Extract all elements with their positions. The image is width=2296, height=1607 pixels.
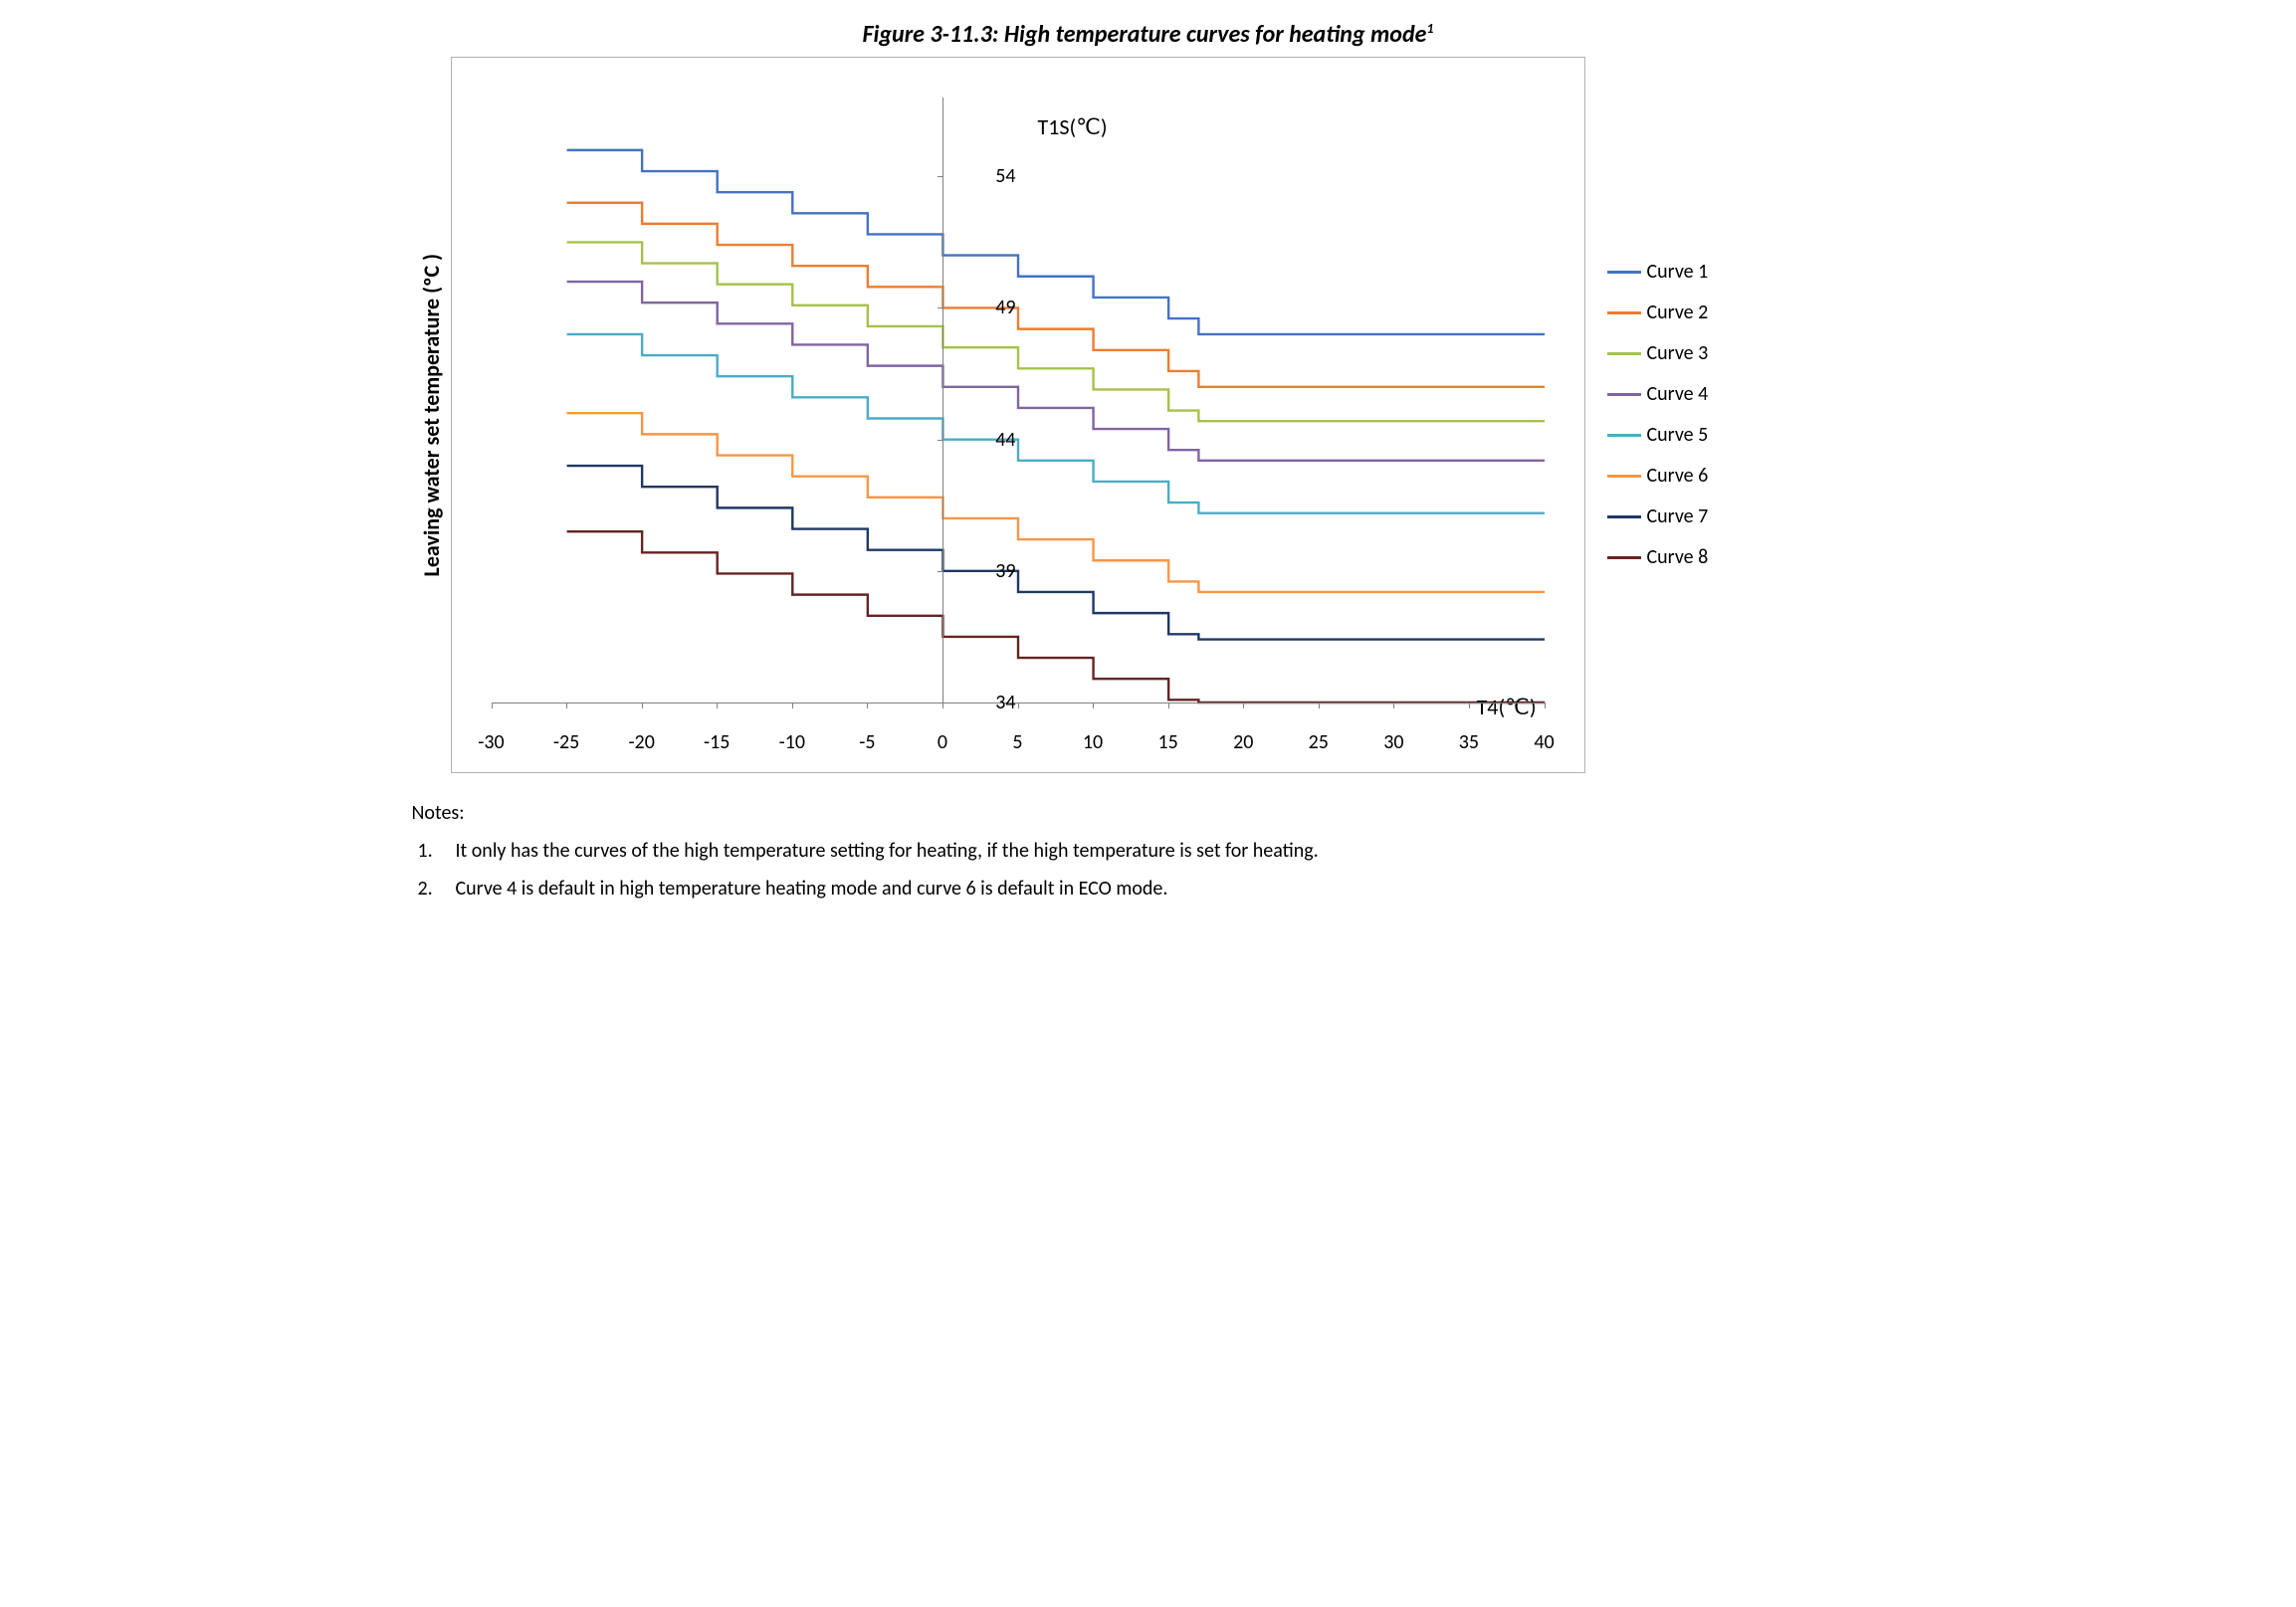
x-tick-mark bbox=[1393, 703, 1394, 708]
note-text: It only has the curves of the high tempe… bbox=[456, 839, 1885, 863]
x-tick-label: 25 bbox=[1309, 730, 1329, 754]
x-tick-mark bbox=[867, 703, 868, 708]
x-tick-mark bbox=[717, 703, 718, 708]
series-line bbox=[566, 150, 1544, 334]
legend-item: Curve 2 bbox=[1607, 293, 1709, 333]
x-tick-label: 10 bbox=[1083, 730, 1103, 754]
legend: Curve 1Curve 2Curve 3Curve 4Curve 5Curve… bbox=[1585, 252, 1709, 578]
series-line bbox=[566, 242, 1544, 421]
y-axis-line bbox=[942, 98, 943, 703]
legend-swatch bbox=[1607, 311, 1641, 314]
legend-item: Curve 6 bbox=[1607, 456, 1709, 497]
legend-label: Curve 7 bbox=[1647, 497, 1709, 537]
title-superscript: 1 bbox=[1426, 20, 1433, 37]
x-tick-label: 30 bbox=[1383, 730, 1403, 754]
figure-container: Figure 3-11.3: High temperature curves f… bbox=[412, 20, 1885, 901]
x-axis-inner-title: T4(℃) bbox=[1477, 694, 1537, 720]
legend-item: Curve 8 bbox=[1607, 537, 1709, 578]
y-tick-mark bbox=[938, 176, 943, 177]
figure-title: Figure 3-11.3: High temperature curves f… bbox=[412, 20, 1885, 49]
legend-label: Curve 8 bbox=[1647, 537, 1709, 578]
legend-label: Curve 1 bbox=[1647, 252, 1709, 293]
y-tick-label: 34 bbox=[995, 691, 1015, 714]
series-line bbox=[566, 413, 1544, 592]
x-tick-mark bbox=[1018, 703, 1019, 708]
legend-swatch bbox=[1607, 475, 1641, 478]
y-tick-mark bbox=[938, 571, 943, 572]
legend-swatch bbox=[1607, 352, 1641, 355]
notes-heading: Notes: bbox=[412, 801, 1885, 825]
note-item: 2.Curve 4 is default in high temperature… bbox=[412, 877, 1885, 901]
title-rest: : High temperature curves for heating mo… bbox=[992, 20, 1427, 49]
legend-label: Curve 3 bbox=[1647, 333, 1709, 374]
notes-block: Notes: 1.It only has the curves of the h… bbox=[412, 801, 1885, 901]
x-tick-mark bbox=[642, 703, 643, 708]
series-line bbox=[566, 531, 1544, 703]
x-tick-label: 15 bbox=[1158, 730, 1178, 754]
legend-item: Curve 4 bbox=[1607, 374, 1709, 415]
note-text: Curve 4 is default in high temperature h… bbox=[456, 877, 1885, 901]
y-axis-inner-title: T1S(℃) bbox=[1038, 113, 1108, 140]
x-tick-mark bbox=[792, 703, 793, 708]
x-tick-mark bbox=[1243, 703, 1244, 708]
x-tick-label: -20 bbox=[628, 730, 654, 754]
notes-list: 1.It only has the curves of the high tem… bbox=[412, 839, 1885, 901]
x-tick-mark bbox=[566, 703, 567, 708]
x-tick-mark bbox=[1168, 703, 1169, 708]
x-tick-mark bbox=[1319, 703, 1320, 708]
legend-item: Curve 3 bbox=[1607, 333, 1709, 374]
x-tick-label: 40 bbox=[1534, 730, 1554, 754]
legend-swatch bbox=[1607, 515, 1641, 518]
x-tick-mark bbox=[1469, 703, 1470, 708]
x-tick-label: -15 bbox=[704, 730, 730, 754]
x-tick-mark bbox=[1545, 703, 1546, 708]
y-tick-label: 54 bbox=[995, 164, 1015, 188]
title-prefix: Figure bbox=[862, 20, 930, 49]
x-tick-mark bbox=[492, 703, 493, 708]
legend-label: Curve 4 bbox=[1647, 374, 1709, 415]
y-tick-mark bbox=[938, 440, 943, 441]
title-number: 3-11.3 bbox=[930, 20, 991, 49]
legend-label: Curve 5 bbox=[1647, 415, 1709, 456]
legend-col: Curve 1Curve 2Curve 3Curve 4Curve 5Curve… bbox=[1585, 252, 1709, 578]
chart-lines-svg bbox=[492, 98, 1545, 703]
legend-item: Curve 5 bbox=[1607, 415, 1709, 456]
y-tick-mark bbox=[938, 307, 943, 308]
x-tick-mark bbox=[1093, 703, 1094, 708]
x-tick-label: 35 bbox=[1459, 730, 1479, 754]
chart-row: Leaving water set temperature (ºC ) T1S(… bbox=[412, 57, 1885, 773]
note-number: 1. bbox=[412, 839, 456, 863]
note-item: 1.It only has the curves of the high tem… bbox=[412, 839, 1885, 863]
y-tick-label: 44 bbox=[995, 428, 1015, 452]
y-axis-label: Leaving water set temperature (ºC ) bbox=[412, 254, 451, 576]
legend-item: Curve 7 bbox=[1607, 497, 1709, 537]
x-tick-label: 5 bbox=[1012, 730, 1022, 754]
legend-swatch bbox=[1607, 393, 1641, 396]
legend-label: Curve 2 bbox=[1647, 293, 1709, 333]
legend-item: Curve 1 bbox=[1607, 252, 1709, 293]
plot-area: T1S(℃) T4(℃) -30 -25 -20 -15 -10 -5 0 5 10 15 20 25… bbox=[451, 57, 1585, 773]
legend-label: Curve 6 bbox=[1647, 456, 1709, 497]
y-tick-label: 39 bbox=[995, 559, 1015, 583]
x-tick-label: -30 bbox=[478, 730, 504, 754]
x-tick-label: -5 bbox=[859, 730, 875, 754]
plot-inner bbox=[492, 98, 1545, 703]
note-number: 2. bbox=[412, 877, 456, 901]
x-tick-label: -25 bbox=[553, 730, 579, 754]
legend-swatch bbox=[1607, 434, 1641, 437]
y-tick-label: 49 bbox=[995, 296, 1015, 319]
x-tick-label: -10 bbox=[779, 730, 805, 754]
x-tick-label: 0 bbox=[938, 730, 947, 754]
series-line bbox=[566, 203, 1544, 387]
legend-swatch bbox=[1607, 556, 1641, 559]
legend-swatch bbox=[1607, 271, 1641, 274]
x-tick-label: 20 bbox=[1233, 730, 1253, 754]
